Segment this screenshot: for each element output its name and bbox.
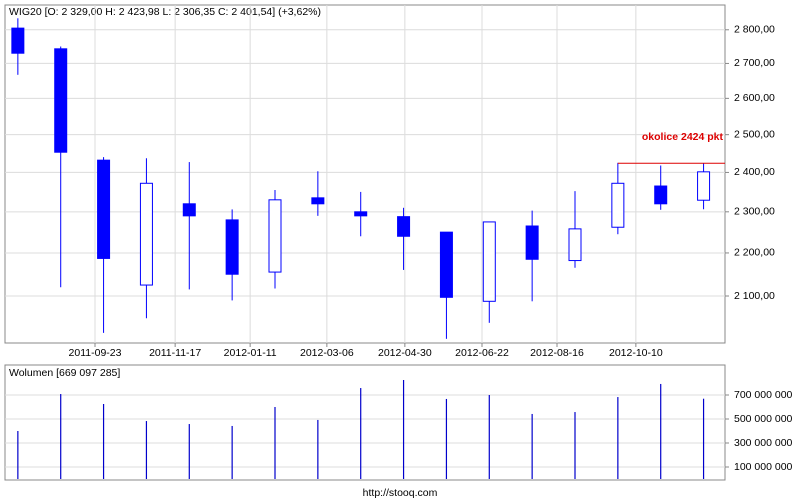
y-tick-label: 300 000 000 (734, 437, 793, 449)
candle-body (697, 171, 711, 201)
x-tick-label: 2012-04-30 (378, 347, 432, 359)
candle-body (525, 225, 539, 260)
candle-body (611, 182, 625, 228)
candle-body (354, 211, 368, 217)
candle-body (225, 219, 239, 275)
candle-body (97, 159, 111, 259)
candle-body (11, 27, 25, 54)
y-tick-label: 500 000 000 (734, 413, 793, 425)
y-tick-label: 2 800,00 (734, 24, 775, 36)
price-title: WIG20 [O: 2 329,00 H: 2 423,98 L: 2 306,… (9, 6, 321, 18)
y-tick-label: 2 100,00 (734, 290, 775, 302)
candle-body (397, 216, 411, 237)
annotation-text: okolice 2424 pkt (642, 131, 724, 143)
y-tick-label: 2 700,00 (734, 57, 775, 69)
x-tick-label: 2012-01-11 (224, 347, 277, 359)
x-tick-label: 2012-10-10 (609, 347, 663, 359)
candle-body (54, 48, 68, 153)
y-tick-label: 700 000 000 (734, 389, 793, 401)
candle-body (311, 197, 325, 205)
candle-body (439, 231, 453, 298)
x-tick-label: 2012-06-22 (455, 347, 509, 359)
x-tick-label: 2011-09-23 (69, 347, 122, 359)
y-tick-label: 2 300,00 (734, 206, 775, 218)
candle-body (139, 182, 153, 286)
volume-panel (4, 364, 726, 481)
candle-body (568, 228, 582, 262)
footer: http://stooq.com (363, 487, 438, 499)
candle-body (182, 203, 196, 217)
x-tick-label: 2011-11-17 (149, 347, 201, 359)
x-tick-label: 2012-08-16 (530, 347, 584, 359)
x-tick-label: 2012-03-06 (300, 347, 354, 359)
candle-body (482, 221, 496, 302)
y-tick-label: 2 500,00 (734, 128, 775, 140)
candle-body (268, 199, 282, 273)
y-tick-label: 2 600,00 (734, 92, 775, 104)
y-tick-label: 2 400,00 (734, 166, 775, 178)
y-tick-label: 100 000 000 (734, 461, 793, 473)
candle-body (654, 185, 668, 205)
y-tick-label: 2 200,00 (734, 247, 775, 259)
volume-title: Wolumen [669 097 285] (9, 367, 120, 379)
price-panel (4, 4, 726, 344)
